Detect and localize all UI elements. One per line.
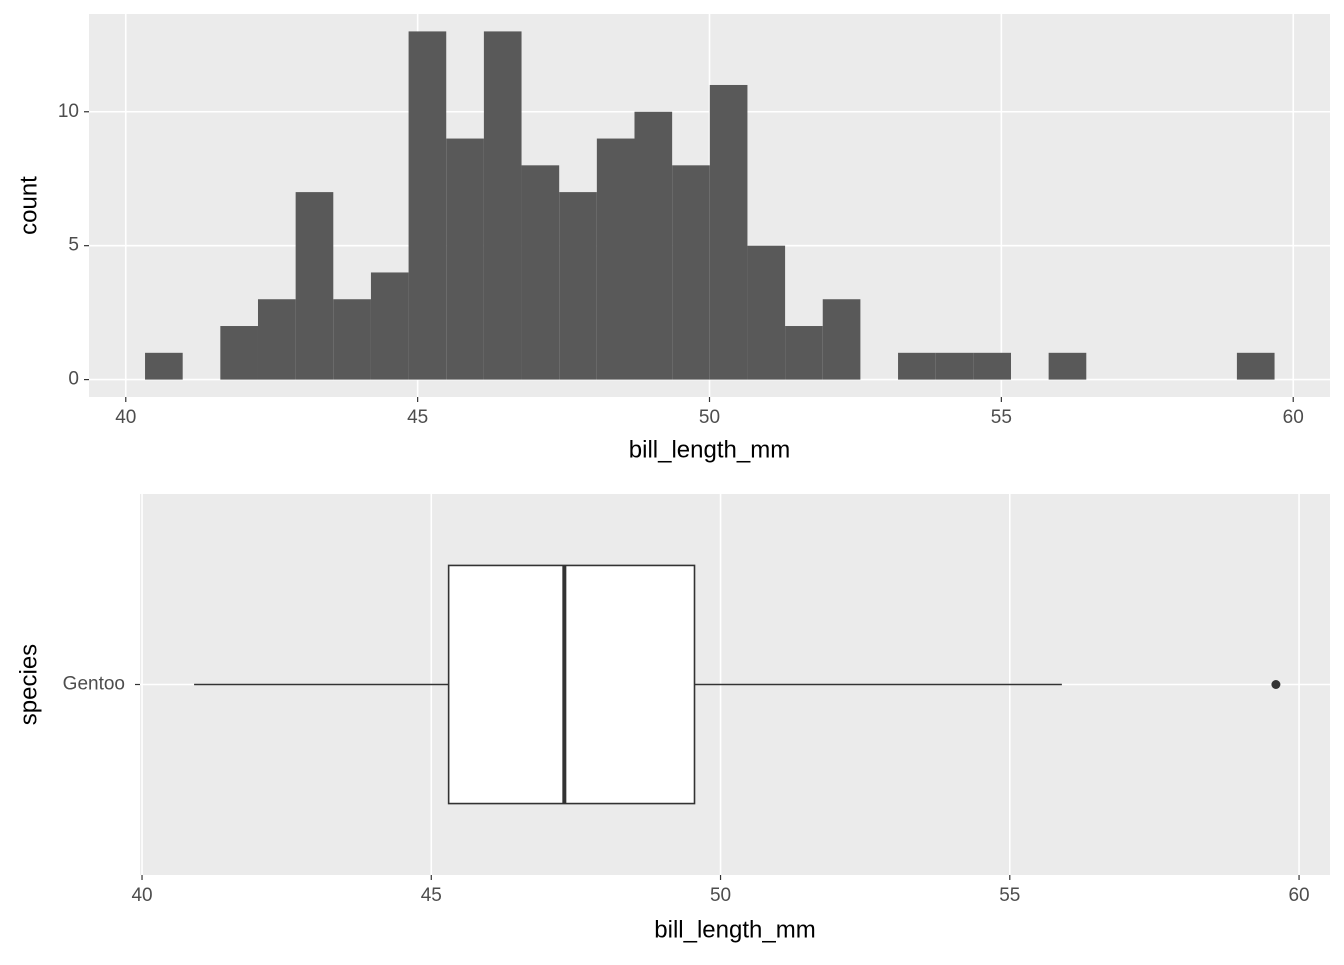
bar: [295, 192, 334, 380]
outlier: [1271, 680, 1281, 689]
y-tick-label: Gentoo: [63, 674, 125, 695]
bar: [446, 138, 484, 380]
bar: [257, 299, 296, 380]
bar: [220, 326, 258, 380]
x-tick-label: 60: [1288, 885, 1309, 906]
bar: [785, 326, 823, 380]
x-tick-label: 45: [421, 885, 442, 906]
bar: [483, 31, 522, 380]
y-tick-label: 0: [68, 369, 79, 390]
bar: [973, 352, 1011, 380]
x-axis-title: bill_length_mm: [654, 916, 815, 943]
bar: [1048, 352, 1087, 380]
x-tick-label: 55: [991, 407, 1012, 428]
bar: [672, 165, 710, 380]
box: [447, 564, 696, 805]
bar: [747, 245, 786, 380]
bar: [408, 31, 447, 380]
x-axis-title: bill_length_mm: [629, 436, 790, 463]
bar: [370, 272, 409, 380]
x-tick-label: 55: [999, 885, 1020, 906]
y-tick-label: 10: [58, 101, 79, 122]
bar: [634, 111, 673, 380]
bar: [521, 165, 560, 380]
bar: [822, 299, 861, 380]
bar: [559, 192, 597, 380]
bar: [145, 352, 183, 380]
bar: [935, 352, 974, 380]
bar: [709, 84, 748, 380]
bar: [1236, 352, 1275, 380]
y-tick-label: 5: [68, 235, 79, 256]
x-tick-label: 45: [407, 407, 428, 428]
y-axis-title: species: [15, 644, 42, 725]
y-axis-title: count: [15, 176, 42, 235]
x-tick-label: 60: [1283, 407, 1304, 428]
bar: [898, 352, 936, 380]
x-tick-label: 50: [699, 407, 720, 428]
bar: [333, 299, 371, 380]
bar: [596, 138, 635, 380]
x-tick-label: 50: [710, 885, 731, 906]
x-tick-label: 40: [131, 885, 152, 906]
x-tick-label: 40: [115, 407, 136, 428]
